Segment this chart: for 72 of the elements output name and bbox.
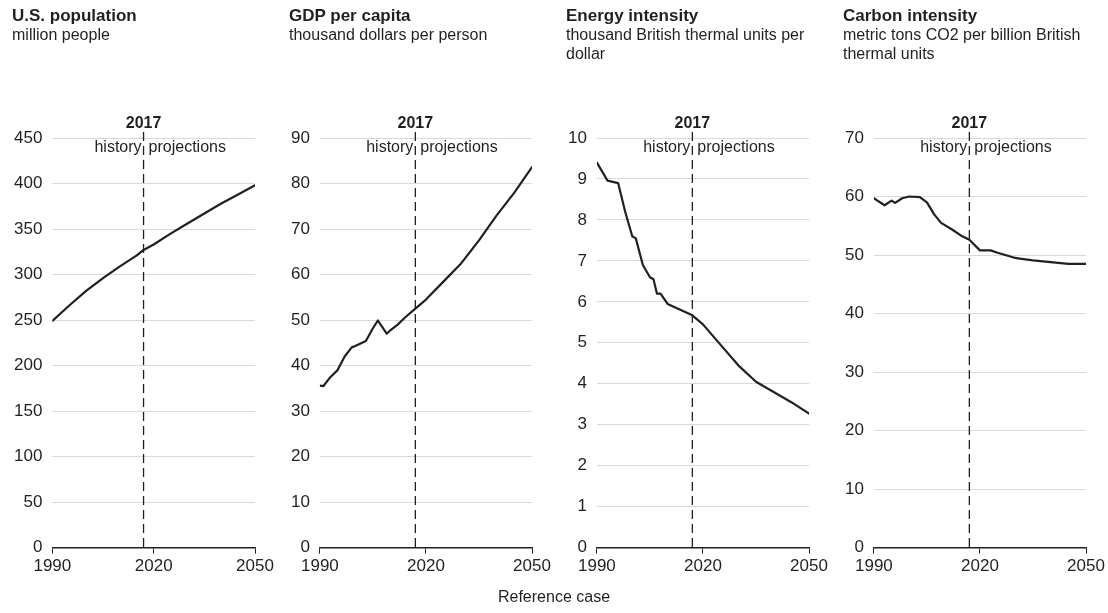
y-tick-label: 9: [577, 168, 587, 188]
x-tick-label: 2020: [407, 556, 445, 576]
x-tick-label: 1990: [33, 556, 72, 576]
chart-subtitle: thousand dollars per person: [289, 25, 489, 44]
y-tick-label: 8: [577, 209, 587, 229]
annotation: projections: [697, 138, 775, 156]
y-tick-label: 200: [13, 355, 43, 375]
y-tick-label: 20: [290, 446, 310, 466]
annotation: history: [920, 138, 968, 156]
chart-title: Carbon intensity: [843, 6, 979, 25]
chart-title: Energy intensity: [566, 6, 700, 25]
ref-line-label: 2017: [674, 114, 711, 132]
y-tick-label: 0: [577, 537, 587, 557]
y-tick-label: 0: [300, 537, 310, 557]
y-tick-label: 60: [844, 186, 864, 206]
y-tick-label: 6: [577, 291, 587, 311]
y-tick-label: 0: [854, 537, 864, 557]
y-tick-label: 1: [577, 496, 587, 516]
y-tick-label: 400: [13, 173, 43, 193]
y-tick-label: 100: [13, 446, 43, 466]
chart-subtitle: thousand British thermal units per dollar: [566, 25, 806, 63]
annotation: projections: [148, 138, 226, 156]
x-tick-label: 2020: [134, 556, 173, 576]
chart-subtitle: metric tons CO2 per billion British thermal units: [843, 25, 1082, 63]
ref-line-label: 2017: [397, 114, 434, 132]
annotation: history: [643, 138, 691, 156]
y-tick-label: 10: [290, 491, 310, 511]
annotation: history: [94, 138, 142, 156]
x-tick-label: 1990: [301, 556, 339, 576]
ref-line-label: 2017: [951, 114, 988, 132]
ref-line-label: 2017: [125, 114, 162, 132]
chart-subtitle: million people: [12, 25, 111, 44]
annotation: projections: [420, 138, 498, 156]
y-tick-label: 50: [844, 244, 864, 264]
y-tick-label: 10: [567, 127, 587, 147]
y-tick-label: 5: [577, 332, 587, 352]
y-tick-label: 4: [577, 373, 587, 393]
x-tick-label: 1990: [855, 556, 893, 576]
y-tick-label: 70: [290, 218, 310, 238]
y-tick-label: 2: [577, 455, 587, 475]
y-tick-label: 90: [290, 127, 310, 147]
y-tick-label: 50: [23, 491, 43, 511]
y-tick-label: 60: [290, 264, 310, 284]
x-tick-label: 2020: [684, 556, 722, 576]
x-tick-label: 1990: [578, 556, 616, 576]
y-tick-label: 0: [32, 537, 43, 557]
chart-title: GDP per capita: [289, 6, 412, 25]
y-tick-label: 300: [13, 264, 43, 284]
y-tick-label: 150: [13, 400, 43, 420]
y-tick-label: 80: [290, 173, 310, 193]
annotation: projections: [974, 138, 1052, 156]
y-tick-label: 7: [577, 250, 587, 270]
x-tick-label: 2050: [790, 556, 828, 576]
y-tick-label: 350: [13, 218, 43, 238]
chart-title: U.S. population: [12, 6, 138, 25]
y-tick-label: 3: [577, 414, 587, 434]
x-tick-label: 2050: [513, 556, 551, 576]
y-tick-label: 70: [844, 127, 864, 147]
y-tick-label: 50: [290, 309, 310, 329]
y-tick-label: 40: [844, 303, 864, 323]
text: Reference case: [497, 588, 611, 605]
x-tick-label: 2050: [1067, 556, 1105, 576]
y-tick-label: 30: [844, 361, 864, 381]
y-tick-label: 10: [844, 478, 864, 498]
y-tick-label: 30: [290, 400, 310, 420]
annotation: history: [366, 138, 414, 156]
y-tick-label: 450: [13, 127, 43, 147]
y-tick-label: 250: [13, 309, 43, 329]
x-tick-label: 2050: [236, 556, 274, 576]
y-tick-label: 40: [290, 355, 310, 375]
x-tick-label: 2020: [961, 556, 999, 576]
y-tick-label: 20: [844, 420, 864, 440]
